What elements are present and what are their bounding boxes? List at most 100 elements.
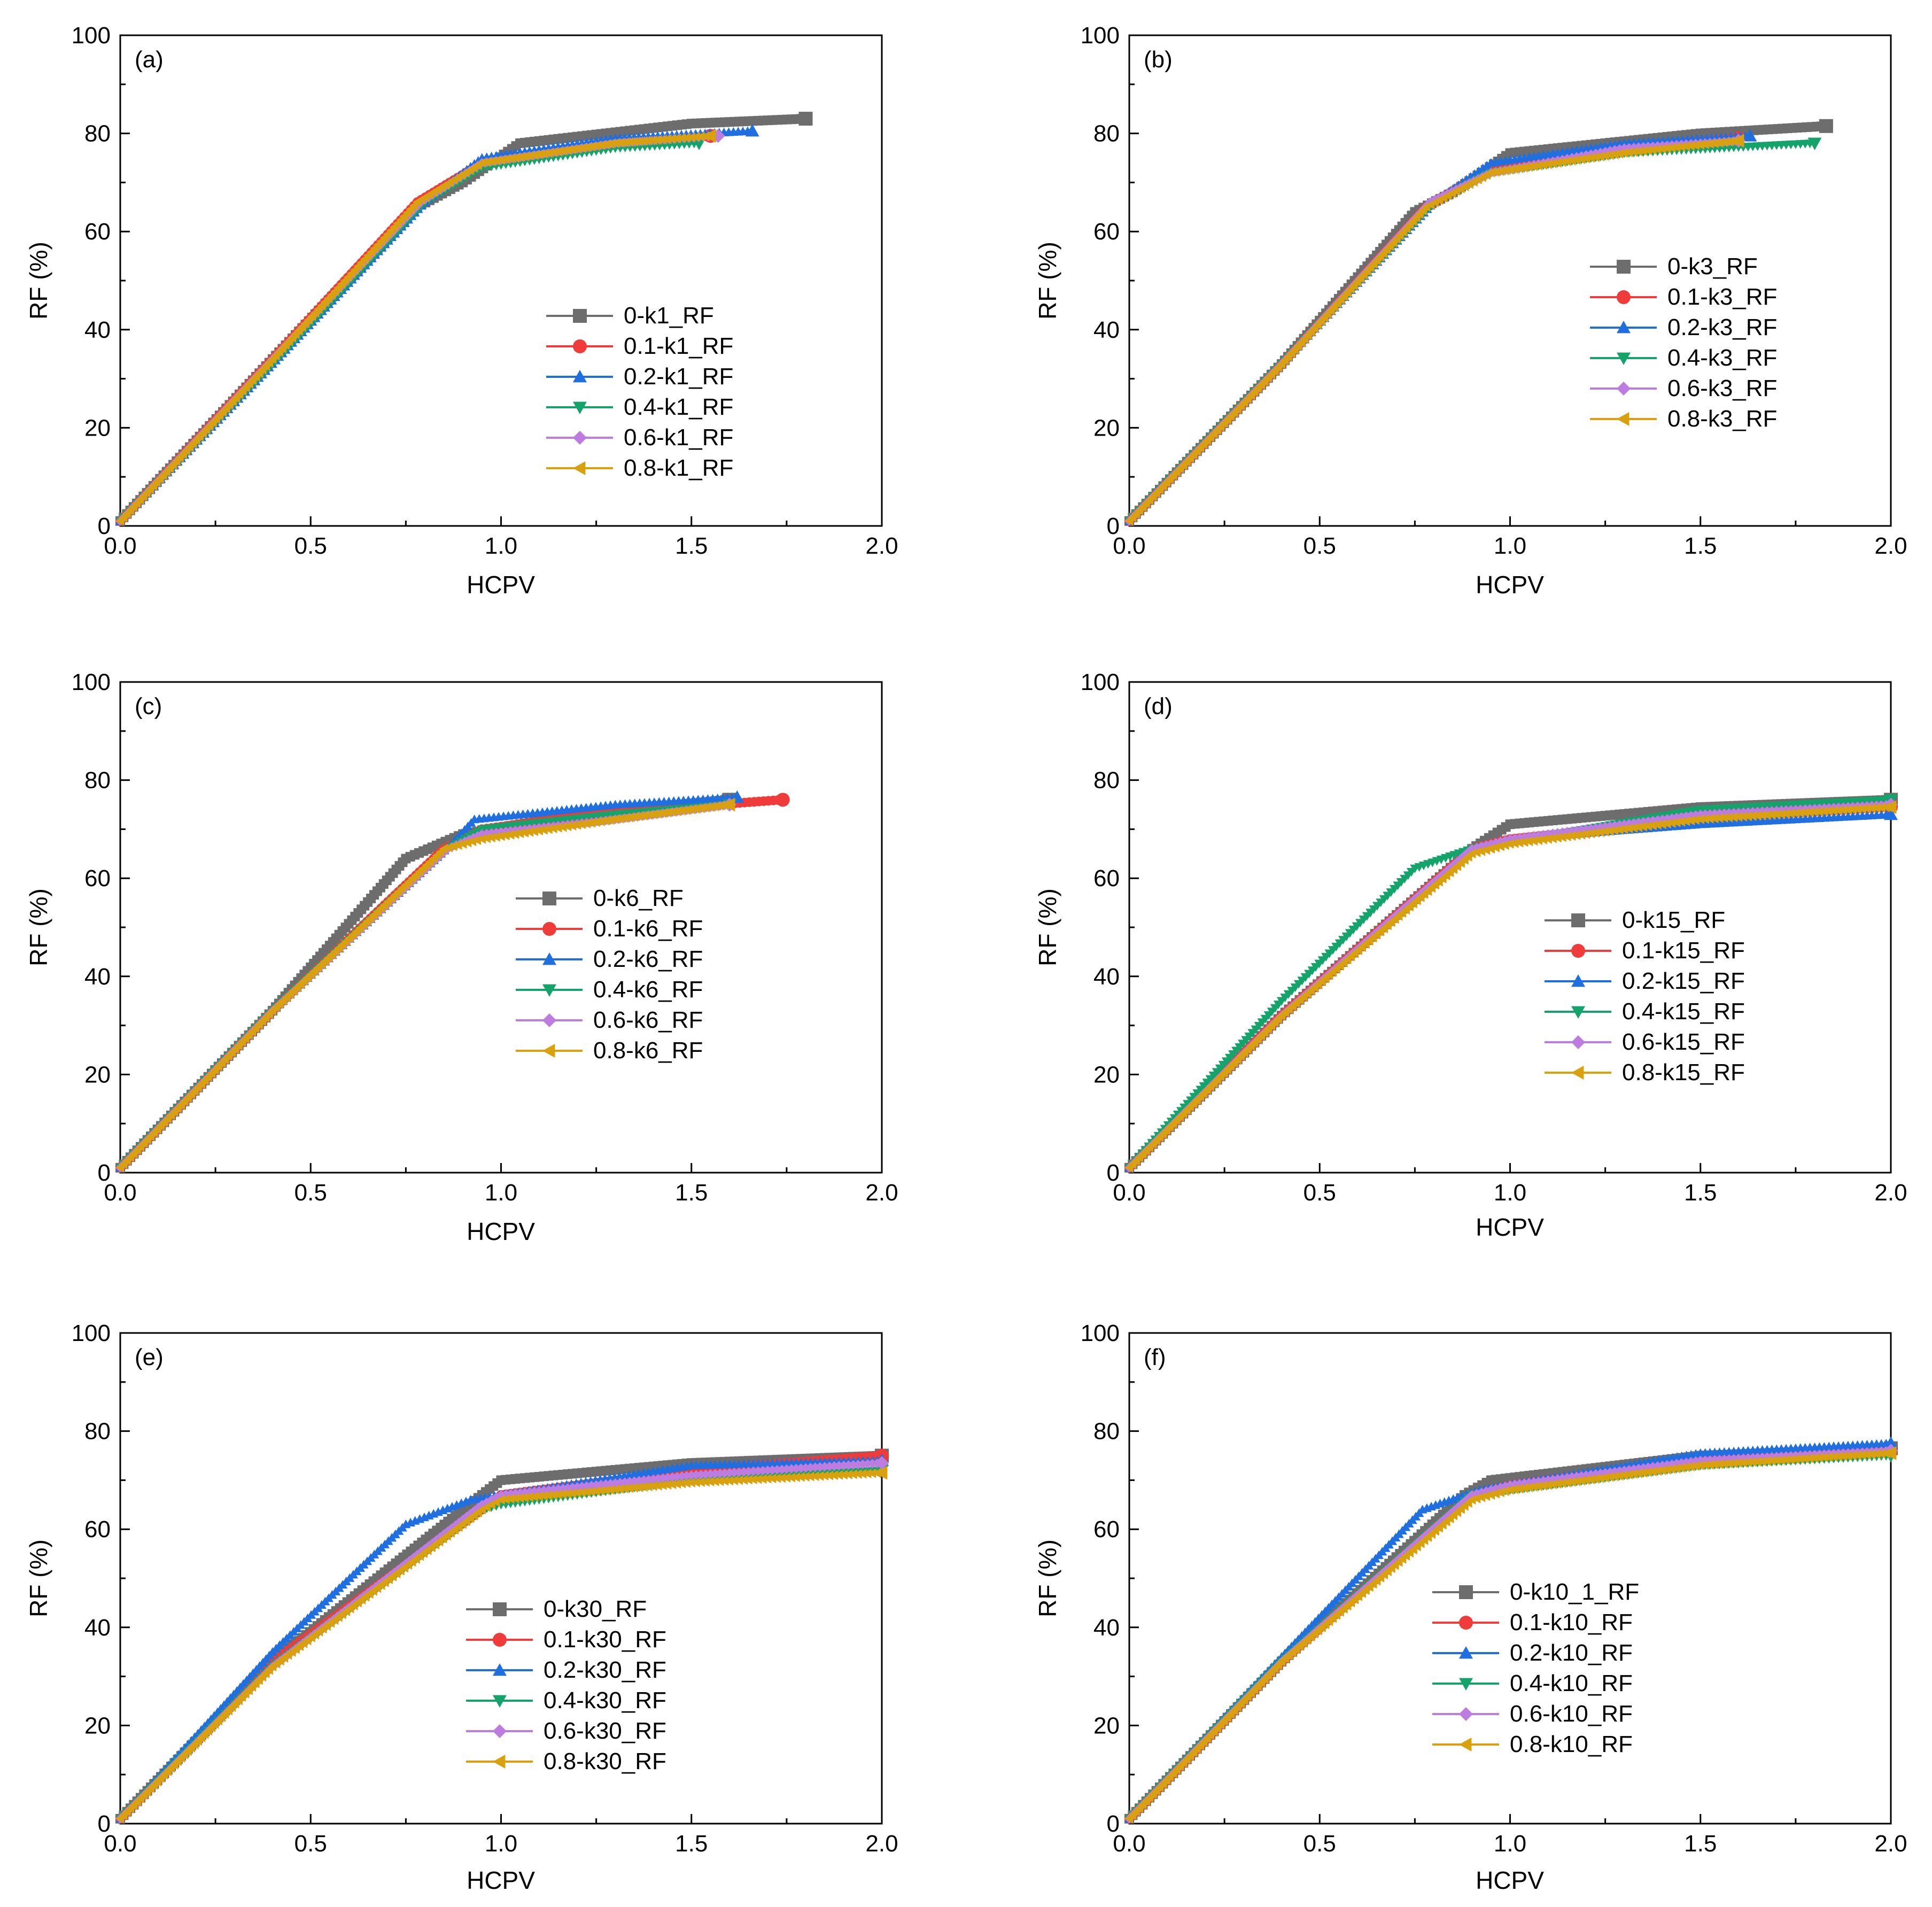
- legend-marker: [516, 1044, 583, 1058]
- data-point: [572, 144, 581, 154]
- series-line: [1128, 799, 1891, 1169]
- data-point: [1505, 165, 1514, 175]
- x-tick-label: 0.0: [1113, 533, 1145, 559]
- legend-entry: 0-k6_RF: [516, 885, 684, 911]
- legend-entry: 0.8-k15_RF: [1545, 1059, 1745, 1086]
- x-tick-label: 2.0: [1874, 1180, 1907, 1206]
- x-tick-label: 0.0: [104, 1180, 136, 1206]
- legend-marker: [1590, 382, 1657, 396]
- x-tick-label: 1.5: [1684, 533, 1717, 559]
- data-point: [601, 139, 610, 150]
- y-tick-label: 40: [1093, 964, 1120, 990]
- data-point: [524, 827, 534, 837]
- legend-label: 0.8-k15_RF: [1622, 1059, 1745, 1086]
- data-point: [439, 844, 448, 854]
- legend-entry: 0.4-k1_RF: [546, 394, 733, 420]
- legend-label: 0.1-k6_RF: [593, 916, 703, 942]
- data-point: [663, 134, 672, 144]
- y-tick-label: 0: [98, 1160, 111, 1186]
- legend-symbol: [573, 401, 587, 414]
- legend-symbol: [1617, 382, 1631, 396]
- data-point-end: [1732, 134, 1744, 148]
- series-line: [1128, 137, 1739, 522]
- panel-a-y-label: RF (%): [25, 242, 52, 320]
- legend-symbol: [573, 309, 587, 323]
- legend-label: 0.1-k1_RF: [624, 333, 733, 359]
- panel-c-y-label: RF (%): [25, 888, 52, 966]
- x-tick-label: 0.5: [1303, 533, 1336, 559]
- y-tick-label: 60: [1093, 865, 1120, 892]
- data-point: [634, 136, 643, 146]
- data-point-end: [703, 129, 716, 143]
- legend-symbol: [1571, 913, 1585, 927]
- series-0.4-k1_RF: [115, 137, 706, 526]
- legend-label: 0.4-k6_RF: [593, 976, 703, 1003]
- x-tick-label: 0.5: [294, 1180, 327, 1206]
- data-point: [686, 132, 695, 142]
- legend-symbol: [542, 922, 556, 936]
- legend-entry: 0.6-k15_RF: [1545, 1029, 1745, 1055]
- legend-marker: [1545, 1006, 1611, 1019]
- panel-d-x-label: HCPV: [1476, 1213, 1544, 1241]
- legend-entry: 0.4-k15_RF: [1545, 998, 1745, 1025]
- legend-label: 0.6-k6_RF: [593, 1007, 703, 1033]
- data-point-end: [1807, 137, 1822, 150]
- y-tick-label: 80: [84, 1418, 111, 1445]
- legend-marker: [1590, 321, 1657, 334]
- legend-symbol: [573, 461, 586, 475]
- data-point: [1524, 162, 1533, 172]
- legend-label: 0.1-k3_RF: [1667, 284, 1777, 310]
- data-point: [629, 137, 639, 147]
- data-point: [1605, 150, 1614, 160]
- data-point: [453, 840, 462, 850]
- legend-marker: [516, 892, 583, 905]
- data-point: [1473, 166, 1484, 175]
- data-point: [1719, 137, 1728, 148]
- data-point: [1643, 145, 1652, 156]
- legend-label: 0-k6_RF: [593, 885, 684, 911]
- y-tick-label: 80: [1093, 768, 1120, 794]
- legend-symbol: [542, 1044, 555, 1058]
- x-tick-label: 1.5: [675, 533, 708, 559]
- data-point: [1662, 143, 1671, 153]
- data-point: [534, 826, 543, 836]
- data-point: [1652, 144, 1662, 154]
- data-point: [1686, 141, 1695, 151]
- data-point: [1724, 137, 1733, 147]
- legend-entry: 0.1-k1_RF: [546, 333, 733, 359]
- data-point: [524, 151, 534, 161]
- data-point: [1600, 151, 1609, 161]
- series-0.8-k6_RF: [115, 797, 735, 1173]
- legend-label: 0-k15_RF: [1622, 907, 1725, 933]
- x-tick-label: 1.0: [1494, 533, 1526, 559]
- x-tick-label: 0.0: [104, 533, 136, 559]
- data-point: [1681, 141, 1690, 151]
- series-0-k15_RF: [1124, 793, 1898, 1173]
- legend-symbol: [542, 1013, 556, 1027]
- data-point: [615, 138, 624, 148]
- data-point: [534, 149, 543, 159]
- legend-label: 0.4-k3_RF: [1667, 345, 1777, 371]
- legend-marker: [546, 370, 613, 383]
- series-line: [119, 135, 711, 522]
- data-point: [677, 133, 686, 143]
- data-point: [1577, 154, 1586, 165]
- data-point: [658, 135, 667, 145]
- panel-c-x-label: HCPV: [467, 1218, 535, 1245]
- panel-c-frame: [119, 681, 883, 1174]
- data-point: [515, 152, 524, 162]
- panel-a-frame: [119, 34, 883, 527]
- legend-label: 0.2-k6_RF: [593, 946, 703, 972]
- legend-label: 0.6-k1_RF: [624, 424, 733, 451]
- legend-marker: [546, 309, 613, 323]
- data-point: [1648, 145, 1657, 155]
- series-0.6-k15_RF: [1124, 797, 1898, 1173]
- data-point: [1500, 166, 1509, 176]
- legend-entry: 0.2-k1_RF: [546, 363, 733, 390]
- y-tick-label: 80: [84, 768, 111, 794]
- x-tick-label: 1.0: [1494, 1180, 1526, 1206]
- legend-symbol: [1617, 352, 1631, 365]
